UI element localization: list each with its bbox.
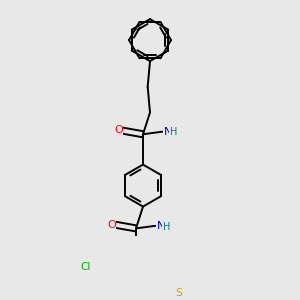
Text: N: N [164, 127, 172, 137]
Text: N: N [156, 221, 165, 231]
Text: O: O [107, 220, 116, 230]
Text: H: H [163, 221, 170, 232]
Text: Cl: Cl [81, 262, 91, 272]
Text: H: H [170, 128, 177, 137]
Text: S: S [175, 288, 182, 298]
Text: O: O [114, 125, 123, 135]
